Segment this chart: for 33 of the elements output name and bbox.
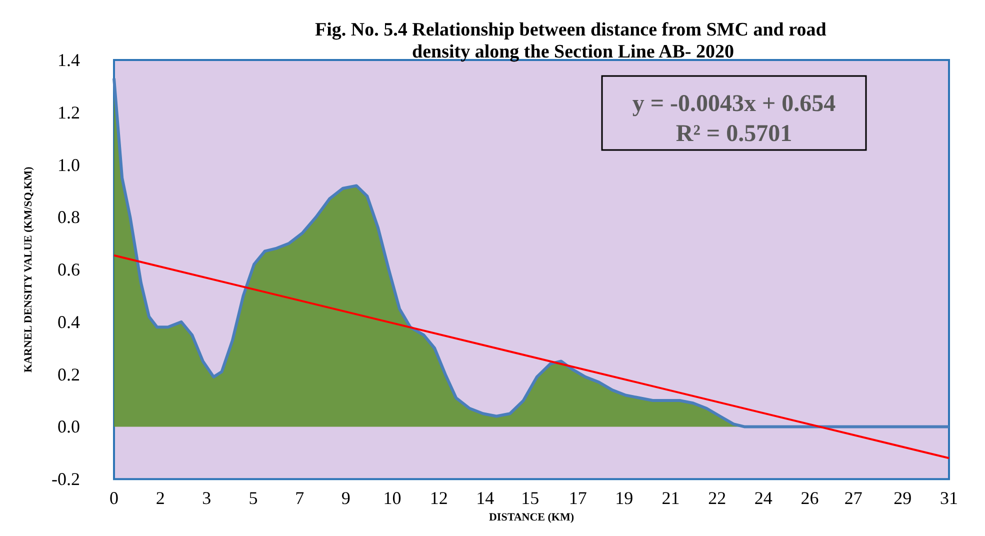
- y-tick-label: 1.4: [58, 50, 80, 70]
- y-axis-title: KARNEL DENSITY VALUE (KM/SQ.KM): [22, 166, 34, 372]
- x-tick-label: 9: [341, 488, 350, 508]
- x-tick-label: 17: [568, 488, 587, 508]
- x-tick-label: 26: [800, 488, 819, 508]
- x-tick-label: 5: [248, 488, 258, 508]
- x-tick-label: 14: [476, 488, 494, 508]
- x-tick-label: 19: [615, 488, 634, 508]
- y-tick-label: 0.2: [58, 364, 80, 384]
- x-tick-label: 29: [894, 488, 912, 508]
- y-tick-label: 0.8: [58, 207, 80, 228]
- y-tick-label: 0.0: [58, 416, 80, 437]
- x-tick-label: 22: [708, 488, 726, 508]
- x-tick-label: 10: [383, 488, 402, 508]
- x-tick-label: 7: [295, 488, 304, 508]
- x-tick-label: 12: [430, 488, 448, 508]
- x-tick-label: 31: [940, 488, 958, 508]
- x-tick-label: 15: [521, 488, 540, 508]
- y-tick-label: 0.4: [58, 312, 80, 332]
- annotation: y = -0.0043x + 0.654: [632, 91, 836, 117]
- annotation: R² = 0.5701: [676, 121, 792, 147]
- x-axis-title: DISTANCE (KM): [488, 512, 574, 524]
- y-tick-label: 1.0: [58, 154, 80, 175]
- x-tick-label: 2: [156, 488, 165, 508]
- chart-title: Fig. No. 5.4 Relationship between distance from SMC and road density along the Section Line AB- 2020: [314, 20, 832, 62]
- y-tick-label: 0.6: [58, 260, 80, 280]
- x-tick-label: 0: [110, 488, 118, 508]
- x-tick-label: 21: [662, 488, 680, 508]
- y-tick-label: -0.2: [52, 469, 80, 490]
- y-tick-label: 1.2: [58, 102, 80, 122]
- x-tick-label: 27: [844, 488, 862, 508]
- x-tick-label: 24: [754, 488, 772, 508]
- x-tick-label: 3: [202, 488, 212, 508]
